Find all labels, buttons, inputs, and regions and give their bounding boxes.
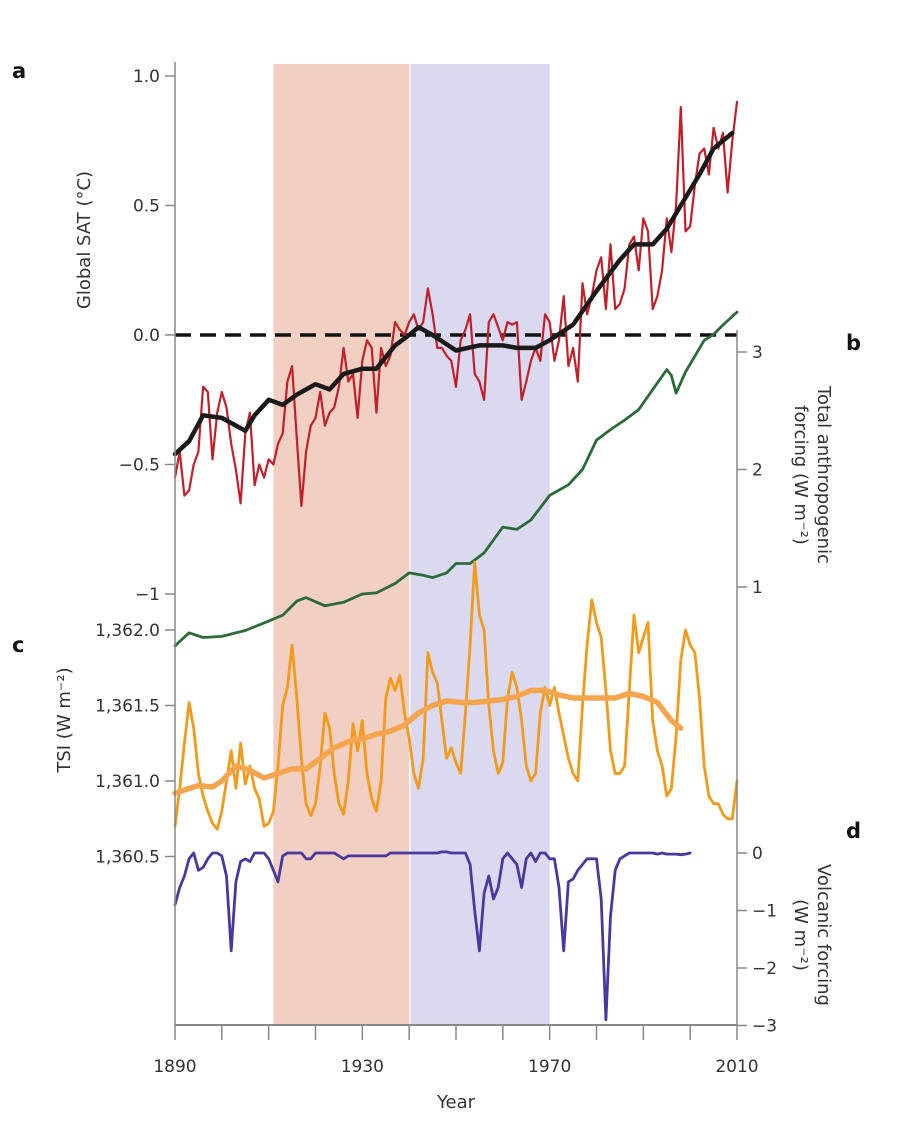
y-tick-label-volcanic-forcing: −2	[752, 959, 777, 979]
anthropogenic-forcing-line	[173, 310, 739, 648]
y-axis-title-tsi: TSI (W m⁻²)	[54, 667, 75, 773]
y-tick-label-anthropogenic-forcing: 2	[752, 461, 763, 481]
y-tick-label-tsi: 1,361.0	[95, 772, 160, 792]
sat-smoothed-line	[172, 130, 735, 457]
ticks: 1.0 0.5 0.0 −0.5 −1 3 2 1 1,362.0 1,361.5 1,361.0 1…	[95, 67, 777, 1077]
y-tick-label-sat: 0.0	[133, 326, 160, 346]
y-tick-label-anthropogenic-forcing: 1	[752, 578, 763, 598]
y-tick-label-sat: 1.0	[133, 67, 160, 87]
y-tick-label-tsi: 1,361.5	[95, 697, 160, 717]
y-tick-label-tsi: 1,360.5	[95, 848, 160, 868]
y-tick-label-volcanic-forcing: 0	[752, 844, 763, 864]
y-tick-label-sat: 0.5	[133, 197, 160, 217]
y-tick-label-sat: −0.5	[119, 456, 160, 476]
x-axis-title: Year	[436, 1092, 476, 1113]
tsi-line	[173, 560, 739, 831]
shaded-period-1	[410, 64, 550, 1025]
shaded-periods	[273, 64, 550, 1025]
volcanic-forcing-line	[173, 850, 692, 1022]
y-axis-title-anthropogenic-line1: Total anthropogenic	[813, 385, 834, 564]
y-tick-label-volcanic-forcing: −3	[752, 1017, 777, 1037]
x-tick-label: 1930	[341, 1057, 384, 1077]
data-series	[172, 100, 739, 1022]
y-axis-title-sat: Global SAT (°C)	[74, 171, 95, 309]
shaded-period-0	[273, 64, 410, 1025]
y-axis-title-volcanic-line1: Volcanic forcing	[813, 864, 834, 1006]
y-axis-title-anthropogenic-line2: forcing (W m⁻²)	[790, 405, 811, 545]
panel-letter-d: d	[846, 819, 861, 843]
panel-letter-c: c	[12, 633, 24, 657]
y-tick-label-volcanic-forcing: −1	[752, 902, 777, 922]
sat-line	[173, 100, 739, 507]
x-tick-label: 2010	[715, 1057, 758, 1077]
panel-letter-a: a	[12, 59, 26, 83]
y-tick-label-anthropogenic-forcing: 3	[752, 343, 763, 363]
y-tick-label-tsi: 1,362.0	[95, 621, 160, 641]
x-tick-label: 1970	[528, 1057, 571, 1077]
tsi-smoothed-line	[172, 687, 684, 796]
y-axis-title-volcanic-line2: (W m⁻²)	[790, 899, 811, 971]
x-tick-label: 1890	[153, 1057, 196, 1077]
y-tick-label-sat: −1	[135, 585, 160, 605]
panel-letter-b: b	[846, 331, 861, 355]
